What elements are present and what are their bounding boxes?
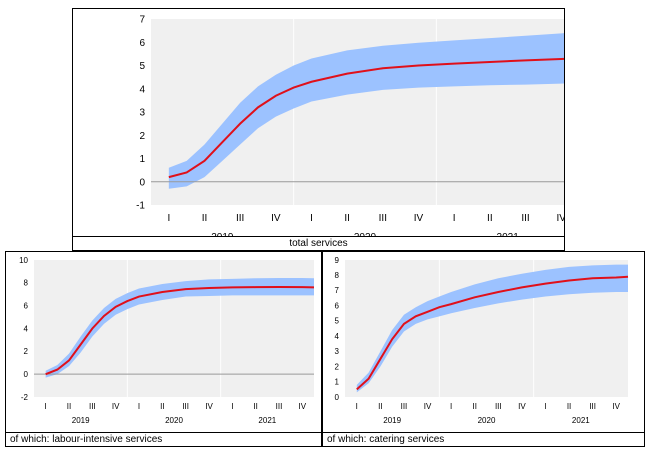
y-tick-label: 0 [335,393,340,402]
series-line [356,275,629,391]
x-tick-label: IV [299,402,307,411]
y-tick-label: 6 [24,301,29,310]
chart-panel-total-services: -101234567IIIIIIIVIIIIIIIVIIIIIIIV201920… [72,8,565,251]
y-tick-label: 3 [139,108,145,119]
x-tick-label: IV [205,402,213,411]
year-label: 2021 [572,416,590,425]
year-label: 2019 [211,232,234,236]
x-tick-label: I [450,402,452,411]
x-tick-label: III [521,213,529,224]
year-label: 2021 [258,416,276,425]
x-tick-label: III [89,402,96,411]
x-tick-label: II [378,402,382,411]
x-tick-label: I [453,213,456,224]
x-tick-label: II [160,402,164,411]
series-line [168,57,564,179]
y-tick-label: 6 [139,38,145,49]
x-tick-label: I [45,402,47,411]
x-tick-label: II [567,402,571,411]
x-tick-label: II [202,213,208,224]
year-label: 2020 [478,416,496,425]
x-tick-label: I [138,402,140,411]
x-tick-label: III [182,402,189,411]
x-tick-label: IV [424,402,432,411]
confidence-band [168,33,564,189]
x-tick-label: IV [271,213,281,224]
confidence-band [45,278,315,378]
y-tick-label: -1 [136,201,145,212]
y-tick-label: 10 [19,256,28,265]
chart-total-services: -101234567IIIIIIIVIIIIIIIVIIIIIIIV201920… [136,15,564,236]
chart-caption: total services [73,236,564,250]
y-tick-label: 3 [335,347,340,356]
chart-panel-catering: 0 1 2 3 4 5 6 7 8 9 I II III IV I II III IV I II III IV 2019 20… [322,251,645,447]
x-tick-label: II [487,213,493,224]
y-tick-label: 0 [24,370,29,379]
x-tick-label: IV [612,402,620,411]
y-tick-label: 7 [335,286,340,295]
x-tick-label: II [344,213,350,224]
year-label: 2020 [354,232,377,236]
y-tick-label: 2 [139,131,145,142]
x-tick-label: IV [556,213,564,224]
x-tick-label: III [589,402,596,411]
x-tick-label: IV [414,213,424,224]
y-tick-label: 5 [139,61,145,72]
x-tick-label: III [379,213,387,224]
y-tick-label: 2 [24,347,29,356]
x-tick-label: III [495,402,502,411]
year-label: 2021 [497,232,520,236]
chart-panel-labour-intensive: -2 0 2 4 6 8 10 I II III IV I II III IV I II III IV 2019 202… [5,251,322,447]
x-tick-label: I [310,213,313,224]
y-tick-label: 1 [139,154,145,165]
y-tick-label: 9 [335,256,340,265]
x-tick-label: III [236,213,244,224]
year-label: 2019 [72,416,90,425]
y-tick-label: 4 [24,324,29,333]
y-tick-label: 7 [139,15,145,26]
year-label: 2020 [165,416,183,425]
x-tick-label: I [356,402,358,411]
x-tick-label: I [231,402,233,411]
x-tick-label: I [167,213,170,224]
y-tick-label: -2 [21,393,29,402]
x-tick-label: II [67,402,71,411]
y-tick-label: 2 [335,362,340,371]
y-tick-label: 1 [335,378,340,387]
year-label: 2019 [383,416,401,425]
y-tick-label: 5 [335,317,340,326]
x-tick-label: IV [112,402,120,411]
x-tick-label: IV [518,402,526,411]
x-tick-label: II [253,402,257,411]
x-tick-label: II [472,402,476,411]
series-line [45,286,315,376]
x-tick-label: III [401,402,408,411]
chart-caption: of which: catering services [323,432,644,446]
x-tick-label: I [544,402,546,411]
y-tick-label: 8 [24,279,29,288]
y-tick-label: 8 [335,271,340,280]
y-tick-label: 0 [139,177,145,188]
x-tick-label: III [276,402,283,411]
chart-caption: of which: labour-intensive services [6,432,321,446]
y-tick-label: 6 [335,301,340,310]
y-tick-label: 4 [139,84,145,95]
y-tick-label: 4 [335,332,340,341]
